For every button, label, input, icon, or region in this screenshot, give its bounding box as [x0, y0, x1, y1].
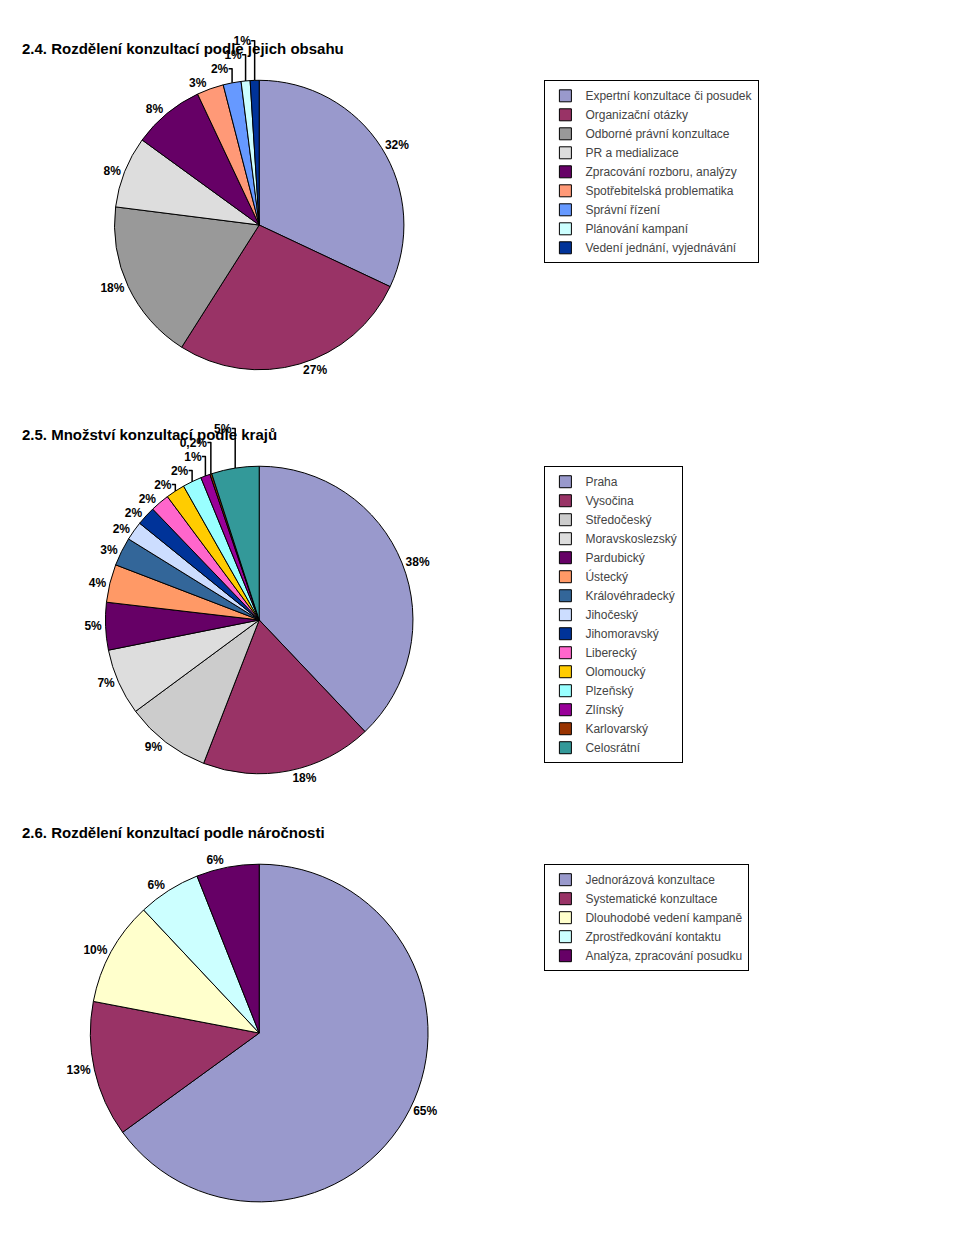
- svg-text:Zprostředkování kontaktu: Zprostředkování kontaktu: [585, 930, 720, 944]
- svg-text:Celosrátní: Celosrátní: [585, 741, 640, 755]
- svg-text:1%: 1%: [224, 48, 242, 62]
- svg-text:2.6. Rozdělení konzultací podl: 2.6. Rozdělení konzultací podle náročnos…: [22, 824, 325, 841]
- svg-text:Ústecký: Ústecký: [585, 569, 628, 584]
- svg-text:2.4. Rozdělení konzultací podl: 2.4. Rozdělení konzultací podle jejich o…: [22, 40, 344, 57]
- svg-text:10%: 10%: [83, 943, 107, 957]
- svg-text:5%: 5%: [84, 619, 102, 633]
- svg-text:2%: 2%: [139, 492, 157, 506]
- svg-text:Dlouhodobé vedení kampaně: Dlouhodobé vedení kampaně: [585, 911, 742, 925]
- svg-text:Analýza, zpracování posudku: Analýza, zpracování posudku: [585, 949, 742, 963]
- svg-text:Jihočeský: Jihočeský: [585, 608, 638, 622]
- svg-text:Spotřebitelská problematika: Spotřebitelská problematika: [585, 184, 733, 198]
- svg-text:2.5. Množství konzultací podle: 2.5. Množství konzultací podle krajů: [22, 426, 277, 443]
- svg-text:6%: 6%: [148, 878, 166, 892]
- svg-text:4%: 4%: [89, 576, 107, 590]
- svg-text:2%: 2%: [125, 506, 143, 520]
- svg-text:Organizační otázky: Organizační otázky: [585, 108, 688, 122]
- svg-text:Olomoucký: Olomoucký: [585, 665, 645, 679]
- svg-text:3%: 3%: [189, 76, 207, 90]
- svg-text:8%: 8%: [146, 102, 164, 116]
- svg-text:5%: 5%: [214, 422, 232, 436]
- svg-text:2%: 2%: [171, 464, 189, 478]
- svg-text:1%: 1%: [233, 34, 251, 48]
- svg-text:13%: 13%: [67, 1063, 91, 1077]
- svg-text:3%: 3%: [100, 543, 118, 557]
- svg-text:1%: 1%: [184, 450, 202, 464]
- svg-text:Moravskoslezský: Moravskoslezský: [585, 532, 676, 546]
- svg-text:Pardubický: Pardubický: [585, 551, 644, 565]
- svg-text:2%: 2%: [154, 478, 172, 492]
- svg-text:27%: 27%: [303, 363, 327, 377]
- svg-text:0,2%: 0,2%: [180, 436, 208, 450]
- svg-text:38%: 38%: [406, 555, 430, 569]
- svg-text:Vedení jednání, vyjednávání: Vedení jednání, vyjednávání: [585, 241, 736, 255]
- svg-text:Zpracování rozboru, analýzy: Zpracování rozboru, analýzy: [585, 165, 736, 179]
- svg-text:8%: 8%: [103, 164, 121, 178]
- svg-text:32%: 32%: [385, 138, 409, 152]
- svg-text:Praha: Praha: [585, 475, 617, 489]
- svg-text:Odborné právní konzultace: Odborné právní konzultace: [585, 127, 729, 141]
- svg-text:6%: 6%: [206, 853, 224, 867]
- svg-text:Jednorázová konzultace: Jednorázová konzultace: [585, 873, 715, 887]
- svg-text:Jihomoravský: Jihomoravský: [585, 627, 658, 641]
- svg-text:Liberecký: Liberecký: [585, 646, 636, 660]
- svg-text:Karlovarský: Karlovarský: [585, 722, 648, 736]
- svg-text:PR a medializace: PR a medializace: [585, 146, 679, 160]
- svg-text:Zlínský: Zlínský: [585, 703, 623, 717]
- svg-text:Plzeňský: Plzeňský: [585, 684, 633, 698]
- svg-text:Královéhradecký: Královéhradecký: [585, 589, 674, 603]
- svg-text:18%: 18%: [100, 281, 124, 295]
- svg-text:Správní řízení: Správní řízení: [585, 203, 660, 217]
- svg-text:18%: 18%: [292, 771, 316, 785]
- svg-text:Expertní konzultace či posudek: Expertní konzultace či posudek: [585, 89, 752, 103]
- svg-text:65%: 65%: [413, 1104, 437, 1118]
- svg-text:Vysočina: Vysočina: [585, 494, 634, 508]
- svg-text:Středočeský: Středočeský: [585, 513, 651, 527]
- svg-text:9%: 9%: [145, 740, 163, 754]
- svg-text:2%: 2%: [211, 62, 229, 76]
- svg-text:2%: 2%: [113, 522, 131, 536]
- svg-text:Systematické konzultace: Systematické konzultace: [585, 892, 717, 906]
- svg-text:Plánování kampaní: Plánování kampaní: [585, 222, 688, 236]
- svg-text:7%: 7%: [97, 676, 115, 690]
